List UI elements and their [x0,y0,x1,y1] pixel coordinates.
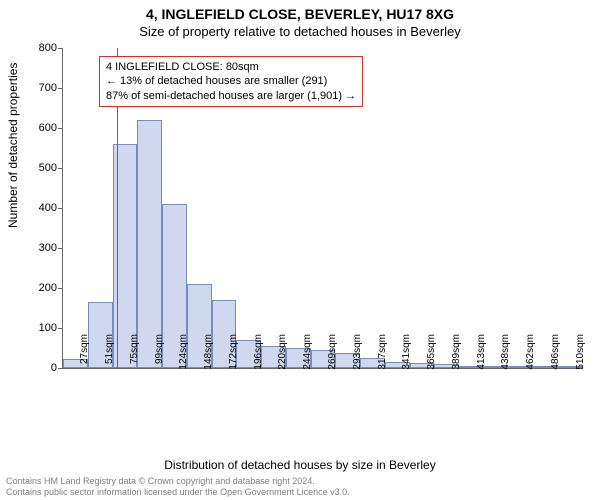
y-tick-label: 400 [23,202,57,214]
y-tick-label: 800 [23,42,57,54]
x-tick-label: 75sqm [129,334,140,374]
x-tick-label: 486sqm [550,334,561,374]
chart-container: 4, INGLEFIELD CLOSE, BEVERLEY, HU17 8XG … [0,0,600,500]
footer-line2: Contains public sector information licen… [6,487,594,498]
y-tick-mark [58,288,63,289]
y-tick-mark [58,248,63,249]
x-tick-label: 172sqm [228,334,239,374]
x-tick-label: 148sqm [203,334,214,374]
y-tick-label: 100 [23,322,57,334]
x-tick-label: 510sqm [575,334,586,374]
x-tick-label: 51sqm [104,334,115,374]
footer-line1: Contains HM Land Registry data © Crown c… [6,476,594,487]
x-tick-label: 196sqm [253,334,264,374]
y-tick-mark [58,328,63,329]
chart-area: 010020030040050060070080027sqm51sqm75sqm… [62,48,582,408]
footer-text: Contains HM Land Registry data © Crown c… [6,476,594,498]
annotation-line: 4 INGLEFIELD CLOSE: 80sqm [106,60,356,74]
x-tick-label: 413sqm [476,334,487,374]
x-tick-label: 99sqm [154,334,165,374]
page-title: 4, INGLEFIELD CLOSE, BEVERLEY, HU17 8XG [0,0,600,22]
x-tick-label: 389sqm [451,334,462,374]
y-tick-label: 300 [23,242,57,254]
y-tick-label: 500 [23,162,57,174]
x-tick-label: 438sqm [500,334,511,374]
x-tick-label: 269sqm [327,334,338,374]
x-axis-label: Distribution of detached houses by size … [0,458,600,472]
x-tick-label: 244sqm [302,334,313,374]
y-tick-label: 700 [23,82,57,94]
y-tick-mark [58,208,63,209]
x-tick-label: 124sqm [178,334,189,374]
x-tick-label: 27sqm [79,334,90,374]
annotation-line: ← 13% of detached houses are smaller (29… [106,74,356,88]
y-tick-label: 600 [23,122,57,134]
plot-region: 010020030040050060070080027sqm51sqm75sqm… [62,48,583,369]
y-axis-label: Number of detached properties [6,63,20,228]
x-tick-label: 317sqm [377,334,388,374]
y-tick-mark [58,168,63,169]
x-tick-label: 293sqm [352,334,363,374]
chart-subtitle: Size of property relative to detached ho… [0,24,600,39]
x-tick-label: 341sqm [401,334,412,374]
x-tick-label: 462sqm [525,334,536,374]
y-tick-mark [58,368,63,369]
annotation-box: 4 INGLEFIELD CLOSE: 80sqm← 13% of detach… [99,56,363,107]
y-tick-label: 200 [23,282,57,294]
histogram-bar [137,120,162,368]
y-tick-mark [58,128,63,129]
y-tick-label: 0 [23,362,57,374]
annotation-line: 87% of semi-detached houses are larger (… [106,89,356,103]
y-tick-mark [58,88,63,89]
x-tick-label: 220sqm [277,334,288,374]
y-tick-mark [58,48,63,49]
x-tick-label: 365sqm [426,334,437,374]
